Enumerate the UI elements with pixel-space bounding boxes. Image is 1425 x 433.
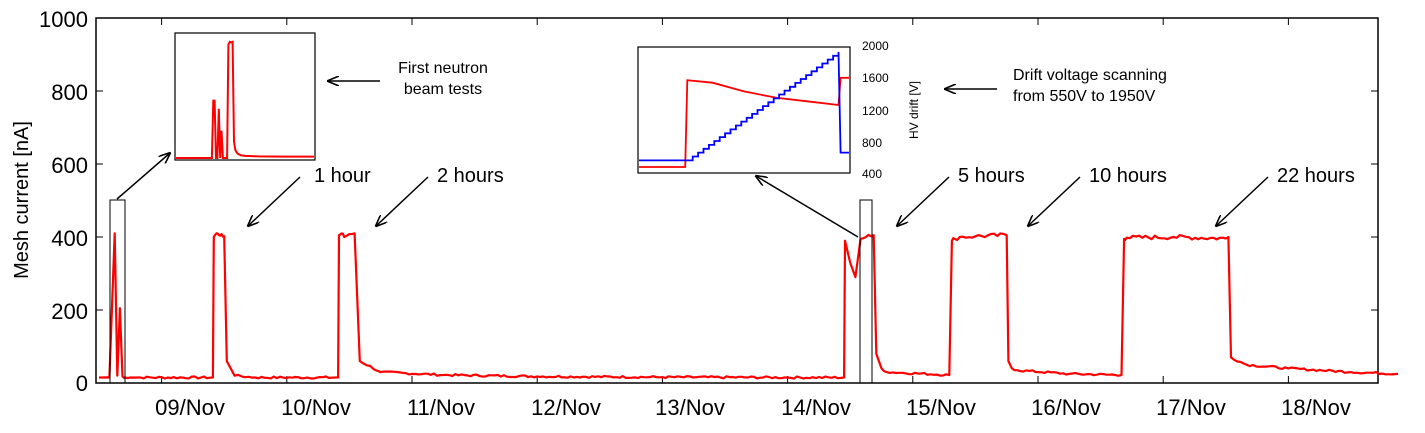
annotation-1-hour: 1 hour (314, 165, 371, 187)
x-tick-label: 12/Nov (531, 395, 601, 420)
annotation-first-neutron-line2: beam tests (404, 81, 482, 98)
arrow-22-hours (1216, 176, 1269, 226)
annotation-2-hours: 2 hours (437, 165, 504, 187)
inset-y2-tick-label: 1600 (862, 71, 889, 85)
y-axis-title: Mesh current [nA] (11, 121, 33, 279)
inset-y2-tick-label: 400 (862, 167, 882, 181)
inset-y2-axis-title: HV drift [V] (907, 81, 921, 139)
annotation-5-hours: 5 hours (958, 165, 1025, 187)
arrow-10-hours (1028, 176, 1081, 226)
inset-first-tests-frame (174, 32, 316, 161)
annotation-10-hours: 10 hours (1089, 165, 1167, 187)
annotation-22-hours: 22 hours (1277, 165, 1355, 187)
x-tick-label: 10/Nov (281, 395, 351, 420)
annotation-first-neutron-line1: First neutron (398, 60, 488, 77)
highlight-box-drift-scan (859, 199, 873, 384)
y-tick-label: 400 (51, 226, 88, 251)
arrow-1-hour (248, 176, 301, 226)
highlight-box-first-tests (109, 199, 126, 384)
y-ticks: 0 200 400 600 800 1000 (39, 7, 88, 396)
inset-drift-scan-hv-line (639, 51, 849, 162)
x-tick-label: 17/Nov (1156, 395, 1226, 420)
annotation-drift-line1: Drift voltage scanning (1013, 67, 1167, 84)
arrow-2-hours (376, 176, 429, 226)
tick-marks (96, 17, 1378, 384)
inset-y2-tick-label: 2000 (862, 39, 889, 53)
inset-y2-tick-label: 800 (862, 136, 882, 150)
y-tick-label: 800 (51, 80, 88, 105)
y-tick-label: 1000 (39, 7, 88, 32)
y-tick-label: 200 (51, 299, 88, 324)
x-ticks: 09/Nov 10/Nov 11/Nov 12/Nov 13/Nov 14/No… (155, 395, 1351, 420)
x-tick-label: 14/Nov (781, 395, 851, 420)
annotation-drift-line2: from 550V to 1950V (1013, 88, 1156, 105)
y-tick-label: 0 (76, 371, 88, 396)
plot-frame (95, 17, 1379, 384)
inset-first-tests-series-line (176, 40, 314, 159)
inset-drift-scan-frame (637, 46, 851, 174)
inset-y2-tick-label: 1200 (862, 104, 889, 118)
x-tick-label: 11/Nov (407, 395, 475, 420)
y-tick-label: 600 (51, 153, 88, 178)
x-tick-label: 16/Nov (1031, 395, 1101, 420)
x-tick-label: 15/Nov (906, 395, 976, 420)
x-tick-label: 13/Nov (655, 395, 725, 420)
annotation-arrows (116, 81, 1269, 238)
arrow-to-inset-drift (756, 176, 859, 238)
arrow-to-inset-first (116, 153, 170, 200)
x-tick-label: 09/Nov (155, 395, 225, 420)
inset-drift-scan-ticks: 400 800 1200 1600 2000 (862, 39, 889, 181)
mesh-current-series-line (99, 232, 1399, 380)
arrow-5-hours (897, 176, 950, 226)
x-tick-label: 18/Nov (1281, 395, 1351, 420)
